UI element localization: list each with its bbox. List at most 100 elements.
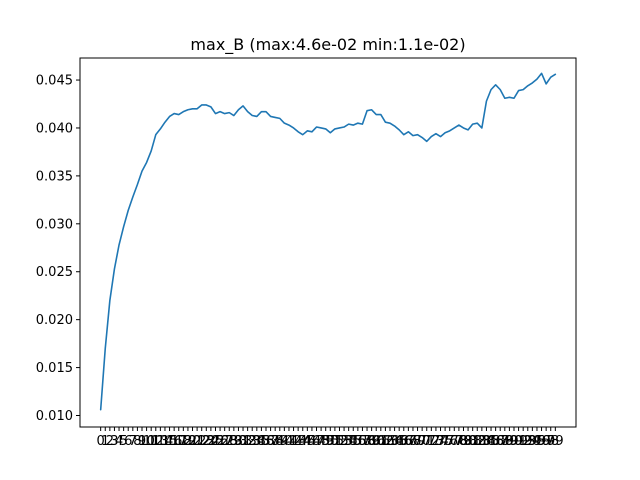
x-tick-label: 46 xyxy=(304,434,321,449)
x-tick-label: 29 xyxy=(226,434,243,449)
x-tick-label: 86 xyxy=(487,434,504,449)
x-tick-label: 98 xyxy=(542,434,559,449)
x-tick-label: 20 xyxy=(184,434,201,449)
x-tick-label: 18 xyxy=(175,434,192,449)
x-tick-label: 23 xyxy=(198,434,215,449)
x-tick-label: 43 xyxy=(290,434,307,449)
x-tick-label: 14 xyxy=(157,434,174,449)
x-tick-label: 42 xyxy=(285,434,302,449)
x-tick-label: 19 xyxy=(180,434,197,449)
x-tick-label: 37 xyxy=(262,434,279,449)
x-tick-label: 87 xyxy=(492,434,509,449)
x-tick-label: 94 xyxy=(524,434,541,449)
x-tick-label: 59 xyxy=(363,434,380,449)
x-tick-label: 12 xyxy=(148,434,165,449)
x-tick-label: 92 xyxy=(515,434,532,449)
x-tick-label: 28 xyxy=(221,434,238,449)
x-tick-label: 25 xyxy=(207,434,224,449)
x-tick-label: 76 xyxy=(441,434,458,449)
x-tick-label: 9 xyxy=(138,434,146,449)
x-tick-label: 63 xyxy=(382,434,399,449)
x-tick-label: 26 xyxy=(212,434,229,449)
x-tick-label: 68 xyxy=(405,434,422,449)
x-tick-label: 27 xyxy=(216,434,233,449)
chart-title: max_B (max:4.6e-02 min:1.1e-02) xyxy=(190,35,465,55)
x-tick-label: 93 xyxy=(520,434,537,449)
x-tick-label: 36 xyxy=(258,434,275,449)
x-tick-label: 82 xyxy=(469,434,486,449)
x-tick-label: 21 xyxy=(189,434,206,449)
x-tick-label: 15 xyxy=(161,434,178,449)
y-tick-label: 0.010 xyxy=(36,409,73,424)
y-tick-label: 0.045 xyxy=(36,74,73,89)
x-tick-label: 88 xyxy=(497,434,514,449)
x-tick-label: 50 xyxy=(322,434,339,449)
x-tick-label: 79 xyxy=(455,434,472,449)
y-axis: 0.010 0.015 0.020 0.025 0.030 0.035 0.040 0.045 xyxy=(36,74,80,424)
x-tick-label: 33 xyxy=(244,434,261,449)
x-tick-label: 71 xyxy=(418,434,435,449)
x-tick-label: 89 xyxy=(501,434,518,449)
x-tick-label: 53 xyxy=(336,434,353,449)
x-tick-label: 69 xyxy=(409,434,426,449)
x-tick-label: 95 xyxy=(529,434,546,449)
x-tick-label: 73 xyxy=(428,434,445,449)
x-tick-label: 16 xyxy=(166,434,183,449)
x-tick-label: 56 xyxy=(350,434,367,449)
x-tick-label: 85 xyxy=(483,434,500,449)
x-tick-label: 81 xyxy=(464,434,481,449)
x-tick-label: 55 xyxy=(345,434,362,449)
x-tick-label: 22 xyxy=(193,434,210,449)
axes-frame xyxy=(79,57,577,428)
y-tick-label: 0.020 xyxy=(36,313,73,328)
x-tick-label: 39 xyxy=(272,434,289,449)
x-tick-label: 52 xyxy=(331,434,348,449)
x-tick-label: 47 xyxy=(308,434,325,449)
x-tick-label: 0 xyxy=(97,434,105,449)
x-tick-label: 24 xyxy=(203,434,220,449)
y-tick-label: 0.030 xyxy=(36,217,73,232)
x-tick-label: 74 xyxy=(432,434,449,449)
x-tick-label: 17 xyxy=(170,434,187,449)
x-tick-label: 72 xyxy=(423,434,440,449)
x-tick-label: 99 xyxy=(547,434,564,449)
x-tick-label: 51 xyxy=(327,434,344,449)
x-tick-label: 32 xyxy=(239,434,256,449)
series-line xyxy=(99,72,557,411)
x-tick-label: 49 xyxy=(317,434,334,449)
plot-area xyxy=(99,72,557,411)
x-tick-label: 65 xyxy=(391,434,408,449)
x-tick-label: 77 xyxy=(446,434,463,449)
x-tick-label: 78 xyxy=(451,434,468,449)
x-tick-label: 34 xyxy=(249,434,266,449)
x-tick-label: 61 xyxy=(373,434,390,449)
x-tick-label: 97 xyxy=(538,434,555,449)
x-tick-label: 38 xyxy=(267,434,284,449)
x-axis: 0123456789101112131415161718192021222324… xyxy=(97,427,564,449)
y-tick-label: 0.015 xyxy=(36,361,73,376)
x-tick-label: 30 xyxy=(230,434,247,449)
x-tick-label: 6 xyxy=(124,434,132,449)
x-tick-label: 83 xyxy=(474,434,491,449)
x-tick-label: 2 xyxy=(106,434,114,449)
x-tick-label: 64 xyxy=(386,434,403,449)
x-tick-label: 3 xyxy=(110,434,118,449)
x-tick-label: 7 xyxy=(129,434,137,449)
x-tick-label: 91 xyxy=(510,434,527,449)
x-tick-label: 60 xyxy=(368,434,385,449)
x-tick-label: 96 xyxy=(533,434,550,449)
x-tick-label: 70 xyxy=(414,434,431,449)
x-tick-label: 8 xyxy=(133,434,141,449)
x-tick-label: 44 xyxy=(294,434,311,449)
y-tick-label: 0.040 xyxy=(36,121,73,136)
x-tick-label: 11 xyxy=(143,434,160,449)
x-tick-label: 45 xyxy=(299,434,316,449)
x-tick-label: 62 xyxy=(377,434,394,449)
y-tick-label: 0.025 xyxy=(36,265,73,280)
x-tick-label: 35 xyxy=(253,434,270,449)
x-tick-label: 1 xyxy=(101,434,109,449)
y-tick-label: 0.035 xyxy=(36,169,73,184)
x-tick-label: 5 xyxy=(119,434,127,449)
